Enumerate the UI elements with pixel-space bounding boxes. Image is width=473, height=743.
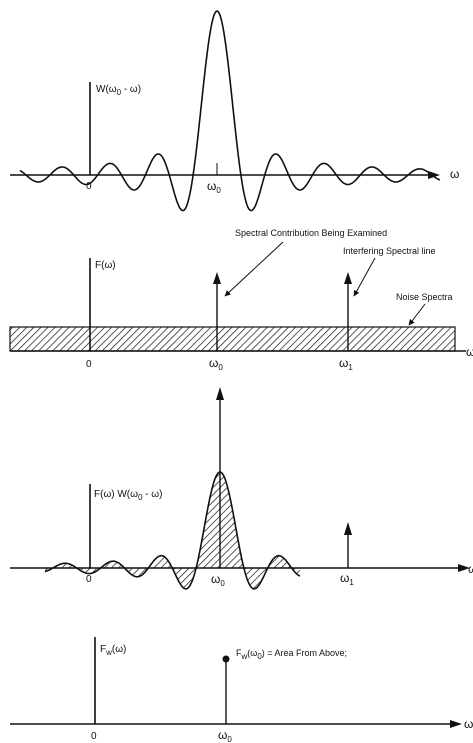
annotation-noise-spectra: Noise Spectra — [396, 292, 453, 302]
panel3-x-zero-label: 0 — [86, 574, 92, 585]
panel3-hatched-area — [45, 472, 300, 589]
panel3-x-w1-label: ω1 — [340, 571, 354, 587]
annotation-spectral-contribution: Spectral Contribution Being Examined — [235, 228, 387, 238]
panel3-x-w0-label: ω0 — [211, 572, 225, 588]
annotation-interfering-line: Interfering Spectral line — [343, 246, 436, 256]
panel4-estimate-point — [222, 655, 230, 663]
panel4-point-label: Fw(ω0) = Area From Above; — [236, 648, 347, 661]
panel1-x-axis-arrowhead — [428, 171, 440, 179]
panel3-spectral-line-w1-arrowhead — [344, 522, 352, 535]
panel-spectrum: F(ω) Spectral Contribution Being Examine… — [9, 228, 473, 372]
panel3-x-axis-arrowhead — [458, 564, 470, 572]
panel1-x-w0-label: ω0 — [207, 179, 221, 195]
panel2-spectral-line-w1-arrowhead — [344, 272, 352, 284]
panel4-y-axis-label: Fw(ω) — [100, 644, 126, 657]
pointer-examined — [224, 241, 284, 297]
panel-window-function: W(ω0 - ω) 0 ω0 ω — [10, 10, 459, 212]
panel1-sinc-curve — [19, 10, 441, 212]
panel-product: F(ω) W(ω0 - ω) 0 ω0 ω1 ω — [10, 387, 473, 590]
noise-spectra-band — [9, 326, 456, 352]
panel4-x-w0-label: ω0 — [218, 728, 232, 743]
panel2-x-w1-label: ω1 — [339, 356, 353, 372]
panel1-y-axis-label: W(ω0 - ω) — [96, 84, 141, 97]
pointer-noise — [408, 303, 426, 326]
panel4-x-zero-label: 0 — [91, 731, 97, 742]
pointer-interfering — [353, 257, 376, 297]
panel1-x-zero-label: 0 — [86, 181, 92, 192]
panel3-y-axis-label: F(ω) W(ω0 - ω) — [94, 489, 162, 502]
panel3-axis-symbol: ω — [468, 562, 473, 576]
panel2-y-axis-label: F(ω) — [95, 260, 116, 271]
panel3-spectral-line-w0-arrowhead — [216, 387, 224, 400]
panel4-axis-symbol: ω — [464, 717, 473, 731]
panel2-x-w0-label: ω0 — [209, 356, 223, 372]
panel-windowed-estimate: Fw(ω) Fw(ω0) = Area From Above; 0 ω0 ω — [10, 637, 473, 743]
panel2-x-zero-label: 0 — [86, 359, 92, 370]
panel1-axis-symbol: ω — [450, 167, 459, 181]
panel2-spectral-line-w0-arrowhead — [213, 272, 221, 284]
panel4-x-axis-arrowhead — [450, 720, 462, 728]
panel2-axis-symbol: ω — [466, 345, 473, 359]
